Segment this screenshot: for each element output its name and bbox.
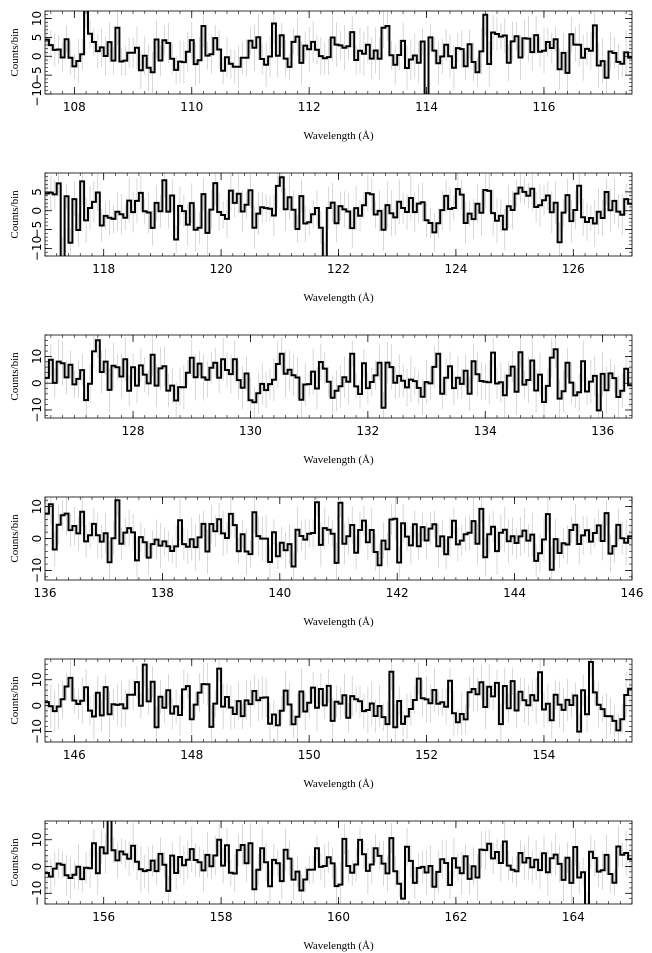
x-tick-label: 108 bbox=[63, 100, 86, 114]
y-tick-label: 0 bbox=[30, 207, 44, 215]
y-tick-label: 10 bbox=[30, 832, 44, 847]
spectrum-line bbox=[45, 11, 632, 94]
x-tick-label: 152 bbox=[415, 748, 438, 762]
x-tick-label: 138 bbox=[151, 586, 174, 600]
y-tick-label: 10 bbox=[30, 672, 44, 687]
x-tick-label: 124 bbox=[444, 262, 467, 276]
plot-frame bbox=[44, 334, 633, 419]
spectrum-panel-6: 156 158 160 162 164 −10 0 10 Wavelength (Å) Count… bbox=[9, 820, 633, 952]
x-tick-label: 114 bbox=[415, 100, 438, 114]
y-tick-label: 0 bbox=[30, 52, 44, 60]
y-tick-label: 5 bbox=[30, 34, 44, 42]
x-tick-label: 136 bbox=[591, 424, 614, 438]
y-tick-label: 0 bbox=[30, 863, 44, 871]
x-tick-label: 146 bbox=[63, 748, 86, 762]
x-axis-title: Wavelength (Å) bbox=[303, 130, 374, 142]
x-tick-label: 140 bbox=[268, 586, 291, 600]
y-tick-label: 0 bbox=[30, 535, 44, 543]
y-tick-label: −10 bbox=[30, 397, 44, 422]
spectrum-line bbox=[45, 176, 632, 256]
y-axis-title: Counts/bin bbox=[9, 28, 21, 77]
y-axis-title: Counts/bin bbox=[9, 190, 21, 239]
x-tick-label: 164 bbox=[562, 910, 585, 924]
x-tick-label: 156 bbox=[92, 910, 115, 924]
y-tick-label: 10 bbox=[30, 11, 44, 26]
y-tick-label: −10 bbox=[30, 881, 44, 906]
x-tick-label: 144 bbox=[503, 586, 526, 600]
x-tick-label: 120 bbox=[210, 262, 233, 276]
x-axis-title: Wavelength (Å) bbox=[303, 616, 374, 628]
x-tick-label: 118 bbox=[92, 262, 115, 276]
y-tick-label: −10 bbox=[30, 558, 44, 583]
x-tick-label: 132 bbox=[356, 424, 379, 438]
x-tick-label: 134 bbox=[474, 424, 497, 438]
x-tick-label: 162 bbox=[444, 910, 467, 924]
x-tick-label: 158 bbox=[210, 910, 233, 924]
spectrum-panel-1: 108 110 112 114 116 −10−5 0 5 10 Wavelength (Å) Co… bbox=[9, 10, 633, 142]
y-tick-label: −5 bbox=[30, 66, 44, 84]
y-tick-label: −10 bbox=[30, 236, 44, 261]
x-tick-label: 122 bbox=[327, 262, 350, 276]
x-tick-label: 154 bbox=[532, 748, 555, 762]
x-tick-label: 150 bbox=[298, 748, 321, 762]
y-tick-label: 5 bbox=[30, 188, 44, 196]
y-axis-title: Counts/bin bbox=[9, 676, 21, 725]
spectrum-panel-4: 136 138 140 142 144 146 −10 0 10 Wavelength (Å) Co… bbox=[9, 496, 644, 628]
y-axis-title: Counts/bin bbox=[9, 514, 21, 563]
spectrum-line bbox=[45, 821, 632, 904]
y-axis-title: Counts/bin bbox=[9, 838, 21, 887]
x-axis-title: Wavelength (Å) bbox=[303, 940, 374, 952]
x-axis-title: Wavelength (Å) bbox=[303, 778, 374, 790]
spectrum-panel-3: 128 130 132 134 136 −10 0 10 Wavelength (Å) Count… bbox=[9, 334, 633, 466]
x-axis-title: Wavelength (Å) bbox=[303, 292, 374, 304]
spectrum-line bbox=[45, 661, 632, 733]
x-axis-title: Wavelength (Å) bbox=[303, 454, 374, 466]
spectrum-panel-2: 118 120 122 124 126 −10−5 0 5 Wavelength (Å) Coun… bbox=[9, 172, 633, 304]
spectrum-line bbox=[45, 339, 632, 412]
y-tick-label: 10 bbox=[30, 349, 44, 364]
y-tick-label: 0 bbox=[30, 702, 44, 710]
spectrum-line bbox=[45, 499, 632, 571]
y-tick-label: −5 bbox=[30, 221, 44, 239]
x-tick-label: 160 bbox=[327, 910, 350, 924]
x-tick-label: 128 bbox=[122, 424, 145, 438]
x-tick-label: 112 bbox=[298, 100, 321, 114]
x-tick-label: 148 bbox=[180, 748, 203, 762]
y-tick-label: −10 bbox=[30, 81, 44, 106]
y-tick-label: −10 bbox=[30, 719, 44, 744]
x-tick-label: 130 bbox=[239, 424, 262, 438]
x-tick-label: 126 bbox=[562, 262, 585, 276]
x-tick-label: 116 bbox=[532, 100, 555, 114]
spectrum-panel-5: 146 148 150 152 154 −10 0 10 Wavelength (Å) Count… bbox=[9, 658, 633, 790]
x-tick-label: 146 bbox=[621, 586, 644, 600]
x-tick-label: 142 bbox=[386, 586, 409, 600]
y-tick-label: 10 bbox=[30, 499, 44, 514]
x-tick-label: 136 bbox=[34, 586, 57, 600]
y-axis-title: Counts/bin bbox=[9, 352, 21, 401]
x-tick-label: 110 bbox=[180, 100, 203, 114]
y-tick-label: 0 bbox=[30, 379, 44, 387]
